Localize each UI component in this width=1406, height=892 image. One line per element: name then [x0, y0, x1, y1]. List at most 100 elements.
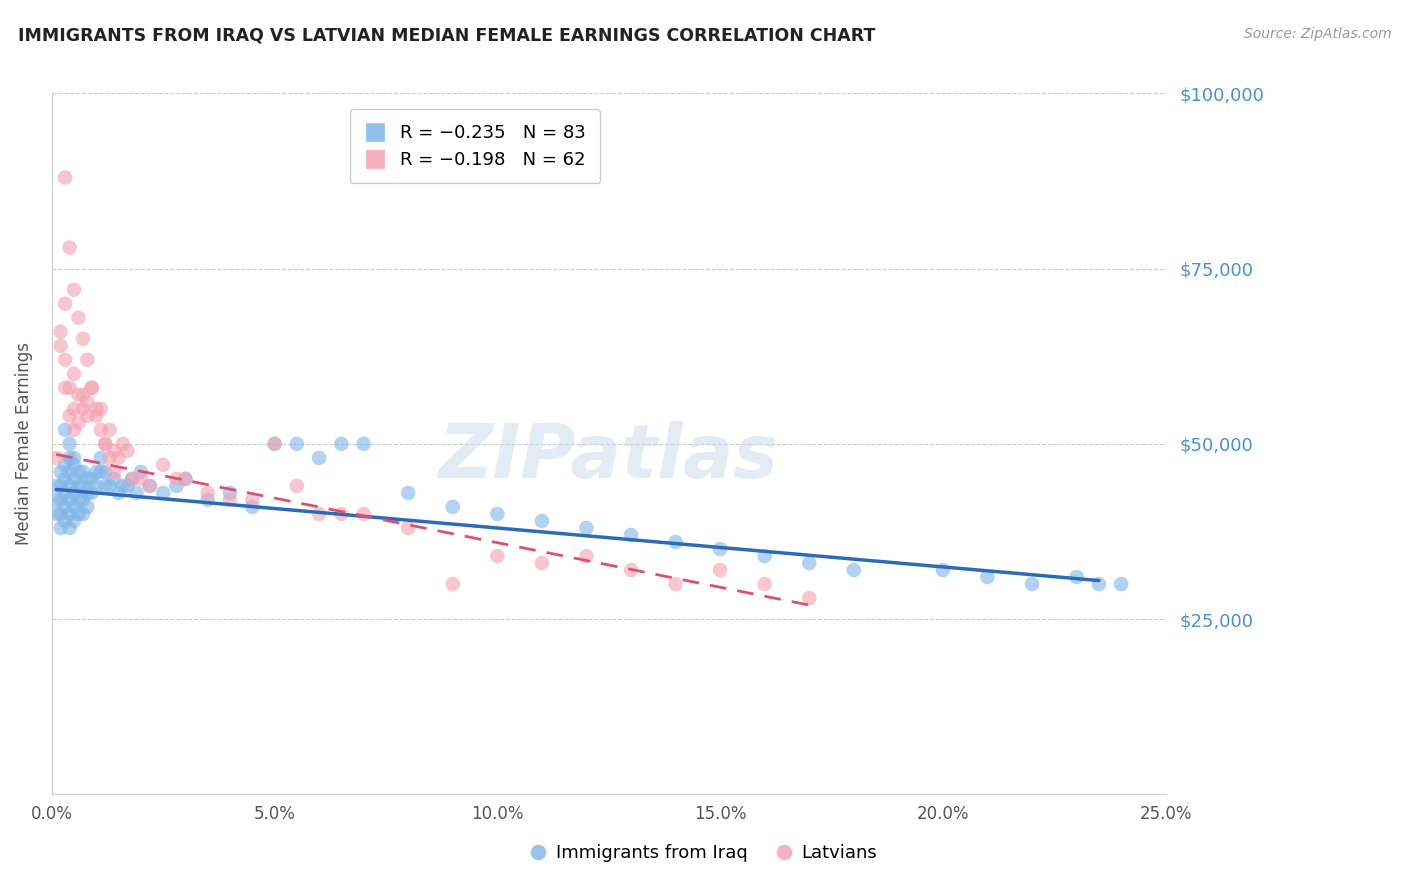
Point — [1066, 570, 1088, 584]
Point — [53, 458, 76, 472]
Point — [125, 486, 148, 500]
Point — [72, 401, 94, 416]
Point — [53, 423, 76, 437]
Point — [49, 492, 72, 507]
Point — [72, 388, 94, 402]
Point — [76, 352, 98, 367]
Point — [63, 401, 86, 416]
Point — [330, 507, 353, 521]
Point — [45, 492, 67, 507]
Point — [754, 577, 776, 591]
Point — [58, 492, 80, 507]
Point — [58, 450, 80, 465]
Point — [49, 507, 72, 521]
Point — [76, 500, 98, 514]
Point — [976, 570, 998, 584]
Point — [152, 458, 174, 472]
Point — [72, 465, 94, 479]
Point — [58, 437, 80, 451]
Point — [72, 332, 94, 346]
Point — [121, 472, 143, 486]
Point — [263, 437, 285, 451]
Point — [1021, 577, 1043, 591]
Point — [263, 437, 285, 451]
Point — [67, 465, 90, 479]
Point — [45, 507, 67, 521]
Point — [98, 423, 121, 437]
Point — [575, 521, 598, 535]
Point — [174, 472, 197, 486]
Point — [441, 500, 464, 514]
Point — [486, 549, 509, 563]
Point — [709, 541, 731, 556]
Point — [486, 507, 509, 521]
Point — [53, 472, 76, 486]
Point — [58, 507, 80, 521]
Point — [799, 556, 821, 570]
Point — [84, 409, 107, 423]
Point — [219, 492, 242, 507]
Point — [129, 465, 152, 479]
Point — [530, 514, 553, 528]
Point — [80, 472, 103, 486]
Point — [67, 388, 90, 402]
Point — [63, 514, 86, 528]
Point — [197, 492, 219, 507]
Point — [49, 465, 72, 479]
Point — [152, 486, 174, 500]
Point — [49, 479, 72, 493]
Point — [84, 479, 107, 493]
Point — [129, 472, 152, 486]
Point — [330, 437, 353, 451]
Text: IMMIGRANTS FROM IRAQ VS LATVIAN MEDIAN FEMALE EARNINGS CORRELATION CHART: IMMIGRANTS FROM IRAQ VS LATVIAN MEDIAN F… — [18, 27, 876, 45]
Point — [353, 507, 375, 521]
Y-axis label: Median Female Earnings: Median Female Earnings — [15, 343, 32, 545]
Point — [63, 423, 86, 437]
Point — [117, 479, 139, 493]
Point — [67, 479, 90, 493]
Point — [53, 486, 76, 500]
Point — [98, 450, 121, 465]
Point — [53, 170, 76, 185]
Point — [67, 492, 90, 507]
Point — [80, 486, 103, 500]
Point — [285, 479, 308, 493]
Point — [166, 479, 188, 493]
Point — [53, 500, 76, 514]
Point — [112, 437, 135, 451]
Point — [219, 486, 242, 500]
Point — [49, 521, 72, 535]
Point — [90, 423, 112, 437]
Point — [58, 241, 80, 255]
Point — [72, 507, 94, 521]
Point — [842, 563, 865, 577]
Point — [76, 394, 98, 409]
Point — [1109, 577, 1132, 591]
Point — [107, 486, 129, 500]
Point — [121, 472, 143, 486]
Point — [76, 472, 98, 486]
Point — [139, 479, 162, 493]
Point — [45, 450, 67, 465]
Point — [441, 577, 464, 591]
Point — [90, 465, 112, 479]
Point — [63, 283, 86, 297]
Point — [396, 486, 419, 500]
Point — [94, 465, 117, 479]
Point — [58, 409, 80, 423]
Point — [63, 450, 86, 465]
Point — [174, 472, 197, 486]
Point — [58, 381, 80, 395]
Point — [80, 381, 103, 395]
Point — [932, 563, 955, 577]
Point — [63, 472, 86, 486]
Point — [308, 507, 330, 521]
Point — [754, 549, 776, 563]
Point — [63, 458, 86, 472]
Point — [166, 472, 188, 486]
Point — [117, 443, 139, 458]
Point — [709, 563, 731, 577]
Point — [84, 401, 107, 416]
Point — [90, 450, 112, 465]
Point — [53, 296, 76, 310]
